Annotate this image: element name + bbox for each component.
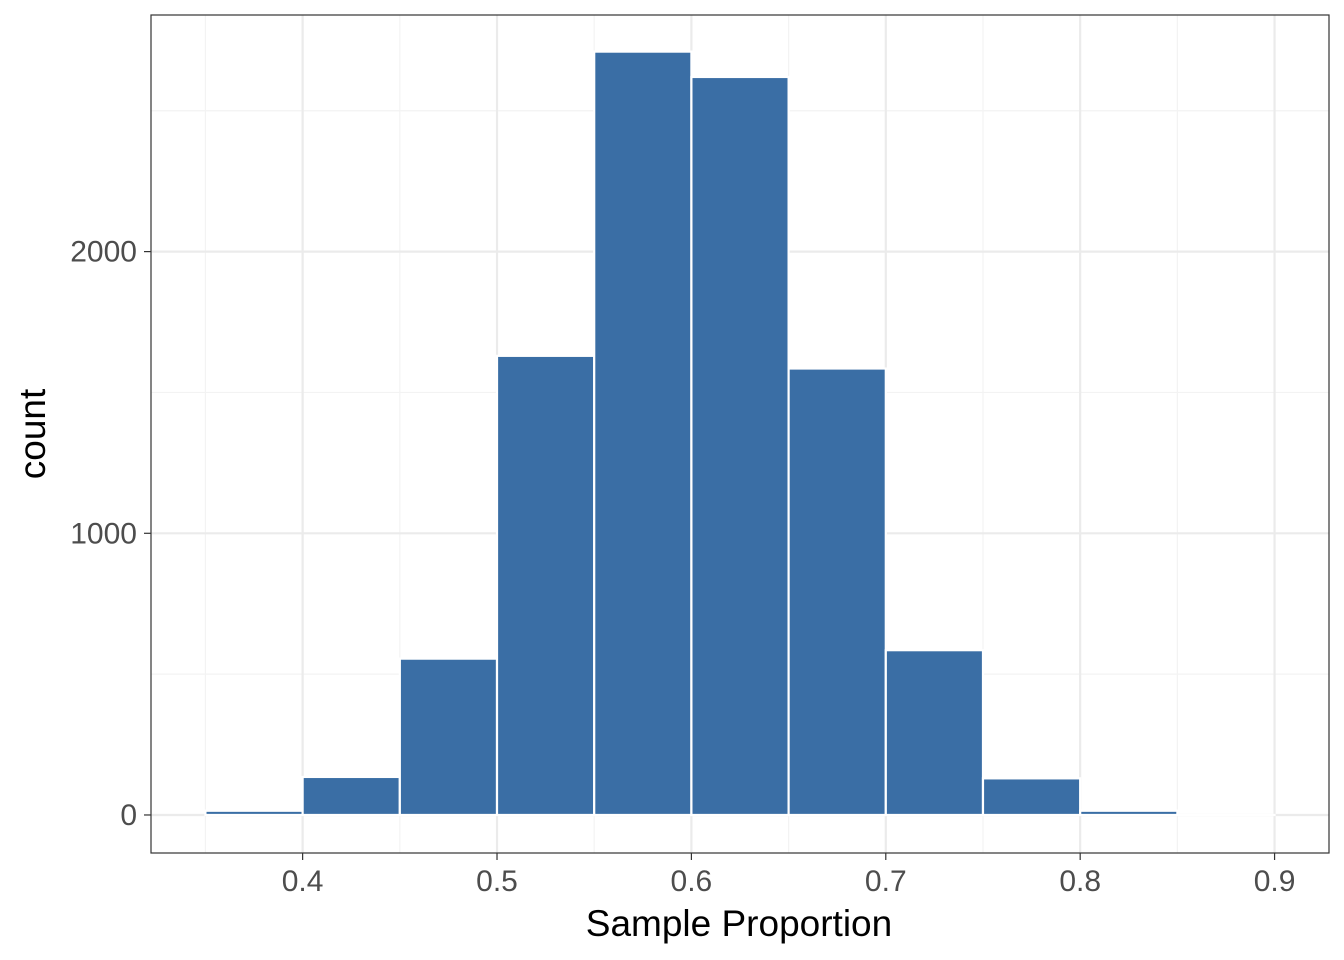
histogram-bar <box>495 354 596 817</box>
histogram-bar <box>398 657 499 817</box>
plot-border <box>150 14 1330 854</box>
histogram-bar <box>690 75 790 817</box>
histogram-bars <box>204 50 1276 817</box>
x-tick-label: 0.5 <box>476 865 518 898</box>
histogram-bar <box>884 649 985 817</box>
histogram-bar <box>593 50 693 817</box>
x-tick-label: 0.6 <box>671 865 713 898</box>
histogram-bar <box>787 367 887 817</box>
x-tick-label: 0.7 <box>865 865 907 898</box>
y-axis-ticks: 0 1000 2000 <box>70 236 151 832</box>
histogram-bar <box>981 777 1082 817</box>
x-axis-title: Sample Proportion <box>586 903 892 944</box>
histogram-bar <box>204 809 304 817</box>
x-tick-label: 0.8 <box>1059 865 1101 898</box>
x-tick-label: 0.9 <box>1254 865 1296 898</box>
y-axis-title: count <box>12 388 53 479</box>
y-tick-label: 1000 <box>70 517 137 550</box>
x-tick-label: 0.4 <box>282 865 324 898</box>
y-tick-label: 2000 <box>70 236 137 269</box>
y-tick-label: 0 <box>120 799 137 832</box>
x-axis-ticks: 0.4 0.5 0.6 0.7 0.8 0.9 <box>282 853 1296 898</box>
histogram-bar <box>301 775 401 817</box>
histogram-bar <box>1079 809 1179 817</box>
